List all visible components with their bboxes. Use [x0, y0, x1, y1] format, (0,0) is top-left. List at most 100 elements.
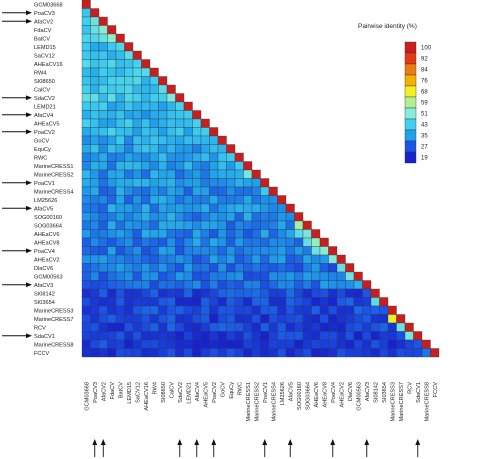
- heatmap-cell: [370, 297, 380, 307]
- heatmap-cell: [166, 348, 176, 358]
- heatmap-cell: [209, 348, 219, 358]
- heatmap-cell: [243, 254, 253, 264]
- row-label: PoaCV3: [34, 11, 55, 17]
- heatmap-cell: [149, 339, 159, 349]
- row-label: AfaCV3: [34, 283, 53, 289]
- heatmap-cell: [226, 169, 236, 179]
- heatmap-cell: [183, 118, 193, 128]
- heatmap-cell: [396, 331, 406, 341]
- legend-tick: 51: [421, 112, 428, 118]
- heatmap-cell: [336, 331, 346, 341]
- heatmap-cell: [311, 246, 321, 256]
- heatmap-cell: [124, 144, 134, 154]
- heatmap-cell: [217, 322, 227, 332]
- heatmap-cell: [115, 288, 125, 298]
- heatmap-cell: [192, 161, 202, 171]
- row-label: SI08142: [34, 291, 55, 297]
- heatmap-cell: [90, 195, 100, 205]
- heatmap-cell: [175, 263, 185, 273]
- heatmap-cell: [107, 118, 117, 128]
- heatmap-cell: [107, 263, 117, 273]
- heatmap-cell: [319, 254, 329, 264]
- row-label: GoCV: [34, 138, 50, 144]
- heatmap-cell: [200, 144, 210, 154]
- heatmap-cell: [200, 348, 210, 358]
- column-label: AHEaCV8: [322, 382, 328, 408]
- heatmap-cell: [192, 305, 202, 315]
- heatmap-cell: [217, 152, 227, 162]
- row-arrow-head: [26, 10, 32, 16]
- column-label: AHEaCV5: [203, 382, 209, 408]
- heatmap-cell: [98, 212, 108, 222]
- heatmap-cell: [158, 152, 168, 162]
- heatmap-cell: [217, 339, 227, 349]
- heatmap-cell: [107, 144, 117, 154]
- heatmap-cell: [166, 152, 176, 162]
- legend-swatch: [404, 85, 417, 98]
- heatmap-cell: [336, 263, 346, 273]
- heatmap-cell: [149, 84, 159, 94]
- heatmap-cell: [81, 237, 91, 247]
- heatmap-cell: [302, 246, 312, 256]
- heatmap-cell: [81, 42, 91, 52]
- heatmap-cell: [115, 169, 125, 179]
- heatmap-cell: [217, 178, 227, 188]
- legend-swatch: [404, 41, 417, 54]
- heatmap-cell: [141, 67, 151, 77]
- heatmap-cell: [175, 203, 185, 213]
- heatmap-cell: [277, 237, 287, 247]
- heatmap-cell: [158, 237, 168, 247]
- row-label: LEMD21: [34, 104, 56, 110]
- heatmap-cell: [124, 178, 134, 188]
- heatmap-cell: [81, 152, 91, 162]
- heatmap-cell: [158, 229, 168, 239]
- heatmap-cell: [192, 118, 202, 128]
- heatmap-cell: [98, 178, 108, 188]
- heatmap-cell: [81, 161, 91, 171]
- heatmap-cell: [353, 288, 363, 298]
- heatmap-cell: [209, 339, 219, 349]
- heatmap-cell: [149, 348, 159, 358]
- heatmap-cell: [209, 322, 219, 332]
- heatmap-cell: [319, 322, 329, 332]
- heatmap-cell: [158, 212, 168, 222]
- heatmap-cell: [294, 229, 304, 239]
- heatmap-cell: [226, 161, 236, 171]
- heatmap-cell: [200, 195, 210, 205]
- heatmap-cell: [141, 203, 151, 213]
- heatmap-cell: [413, 348, 423, 358]
- heatmap-cell: [183, 237, 193, 247]
- heatmap-cell: [353, 348, 363, 358]
- heatmap-cell: [234, 178, 244, 188]
- legend-tick: 35: [421, 134, 428, 140]
- column-label: EquCy: [229, 382, 235, 399]
- heatmap-cell: [124, 50, 134, 60]
- heatmap-cell: [98, 84, 108, 94]
- heatmap-cell: [285, 271, 295, 281]
- heatmap-cell: [345, 280, 355, 290]
- heatmap-cells: [81, 0, 440, 358]
- heatmap-cell: [90, 263, 100, 273]
- legend-swatch: [404, 63, 417, 76]
- heatmap-cell: [149, 305, 159, 315]
- column-label: SdaCV1: [416, 382, 422, 403]
- heatmap-cell: [319, 305, 329, 315]
- heatmap-cell: [90, 93, 100, 103]
- heatmap-cell: [81, 305, 91, 315]
- heatmap-cell: [81, 297, 91, 307]
- heatmap-cell: [115, 118, 125, 128]
- heatmap-cell: [98, 25, 108, 35]
- heatmap-cell: [260, 288, 270, 298]
- heatmap-cell: [200, 229, 210, 239]
- heatmap-cell: [124, 288, 134, 298]
- legend-tick: 19: [421, 156, 428, 162]
- heatmap-cell: [251, 271, 261, 281]
- heatmap-cell: [260, 220, 270, 230]
- heatmap-cell: [132, 93, 142, 103]
- heatmap-cell: [115, 144, 125, 154]
- heatmap-cell: [217, 195, 227, 205]
- heatmap-cell: [234, 322, 244, 332]
- heatmap-cell: [430, 348, 440, 358]
- heatmap-cell: [115, 93, 125, 103]
- heatmap-cell: [209, 161, 219, 171]
